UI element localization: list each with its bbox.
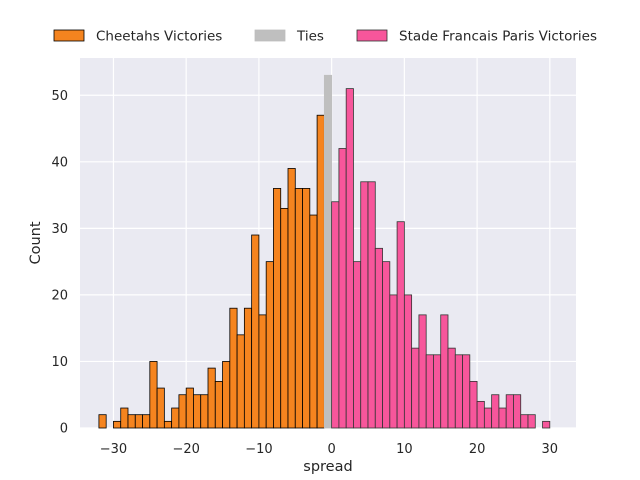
- histogram-bar: [287, 168, 296, 429]
- histogram-bar: [163, 420, 173, 429]
- histogram-bar: [367, 181, 376, 429]
- histogram-bar: [353, 261, 362, 429]
- histogram-bar: [251, 234, 260, 429]
- histogram-bar: [476, 400, 485, 429]
- histogram-bar: [425, 354, 434, 429]
- histogram-bars: [98, 74, 551, 429]
- histogram-bar: [542, 420, 551, 429]
- histogram-bar: [338, 148, 347, 429]
- y-tick-label: 40: [51, 155, 68, 170]
- histogram-bar: [316, 114, 325, 429]
- histogram-bar: [440, 314, 449, 429]
- histogram-bar: [229, 307, 238, 429]
- histogram-bar: [134, 414, 143, 429]
- x-tick-label: 10: [396, 442, 413, 457]
- histogram-bar: [243, 307, 253, 429]
- legend-swatch: [53, 29, 85, 42]
- histogram-bar: [505, 394, 514, 429]
- x-axis-label: spread: [303, 459, 352, 475]
- histogram-bar: [462, 354, 471, 429]
- y-tick-label: 30: [51, 222, 68, 237]
- histogram-bar: [309, 214, 318, 429]
- legend-label: Cheetahs Victories: [96, 29, 222, 45]
- y-tick-label: 50: [51, 89, 68, 104]
- x-tick-label: −30: [100, 442, 127, 457]
- histogram-bar: [222, 361, 231, 429]
- y-tick-label: 20: [51, 288, 68, 303]
- legend-swatch: [356, 29, 388, 42]
- histogram-bar: [403, 294, 413, 429]
- legend-label: Stade Francais Paris Victories: [399, 29, 597, 45]
- histogram-bar: [469, 381, 478, 429]
- histogram-bar: [280, 207, 289, 429]
- histogram-bar: [360, 181, 369, 429]
- x-tick-label: −10: [245, 442, 272, 457]
- histogram-bar: [513, 394, 522, 429]
- histogram-bar: [185, 387, 194, 429]
- legend: Cheetahs Victories Ties Stade Francais Par…: [53, 29, 597, 45]
- histogram-bar: [382, 261, 391, 429]
- x-tick-label: 20: [469, 442, 486, 457]
- histogram-bar: [156, 387, 165, 429]
- histogram-bar: [418, 314, 427, 429]
- histogram-bar: [345, 88, 354, 429]
- x-tick-label: −20: [172, 442, 199, 457]
- histogram-bar: [178, 394, 187, 429]
- legend-label: Ties: [296, 29, 324, 45]
- histogram-bar: [447, 347, 456, 429]
- histogram-bar: [236, 334, 245, 429]
- histogram-bar: [483, 407, 493, 429]
- histogram-bar: [214, 381, 223, 429]
- y-tick-labels: 0 10 20 30 40 50: [51, 89, 68, 437]
- legend-swatch: [254, 29, 286, 42]
- histogram-bar: [331, 201, 340, 429]
- y-tick-label: 0: [60, 422, 68, 437]
- histogram-bar: [273, 188, 282, 429]
- histogram-bar: [265, 261, 274, 429]
- histogram-bar: [396, 221, 405, 429]
- x-tick-label: 0: [327, 442, 335, 457]
- histogram-bar: [149, 361, 158, 429]
- histogram-bar: [98, 414, 107, 429]
- histogram-bar: [527, 414, 536, 429]
- histogram-bar: [389, 294, 398, 429]
- histogram-bar: [411, 347, 420, 429]
- histogram-bar: [294, 188, 303, 429]
- histogram-bar: [207, 367, 216, 429]
- histogram-bar: [142, 414, 151, 429]
- histogram-bar: [498, 407, 507, 429]
- histogram-bar: [171, 407, 180, 429]
- histogram-bar: [258, 314, 267, 429]
- histogram-bar: [120, 407, 129, 429]
- x-tick-labels: −30 −20 −10 0 10 20 30: [100, 442, 558, 457]
- histogram-bar: [302, 188, 311, 429]
- histogram-bar: [433, 354, 442, 429]
- histogram-bar: [374, 247, 383, 429]
- histogram-bar: [491, 394, 500, 429]
- histogram-bar: [193, 394, 202, 429]
- histogram-bar: [200, 394, 209, 429]
- y-tick-label: 10: [51, 355, 68, 370]
- y-axis-label: Count: [28, 221, 44, 264]
- x-tick-label: 30: [542, 442, 559, 457]
- histogram-bar: [127, 414, 136, 429]
- histogram-bar: [520, 414, 529, 429]
- histogram-bar: [454, 354, 463, 429]
- histogram-bar: [323, 74, 333, 429]
- histogram-bar: [113, 420, 122, 429]
